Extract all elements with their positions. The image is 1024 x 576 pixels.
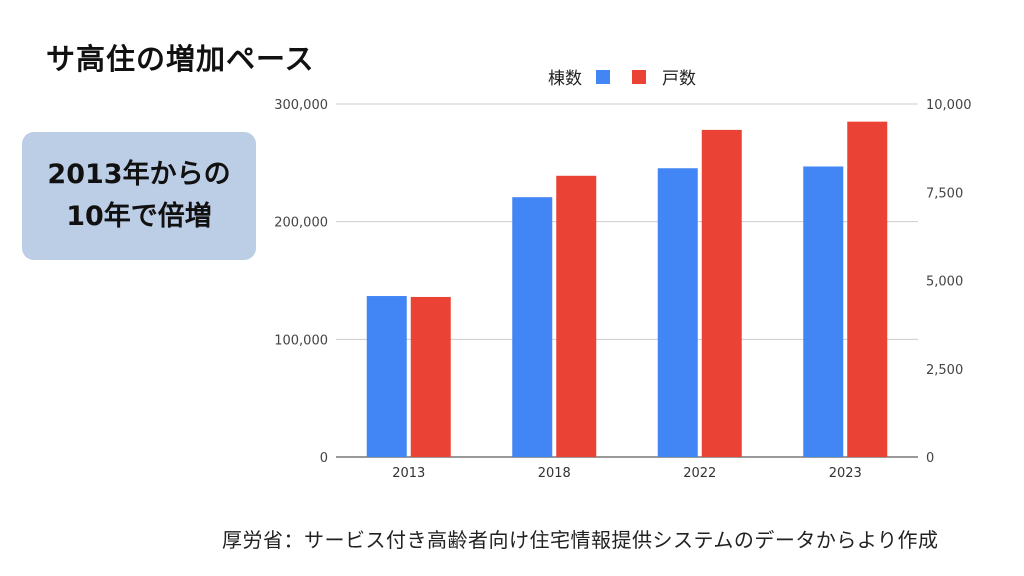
y-left-tick-label: 300,000 xyxy=(274,98,328,113)
bar-buildings-2022 xyxy=(657,168,698,457)
y-right-tick-label: 2,500 xyxy=(926,363,963,378)
legend-label-buildings: 棟数 xyxy=(548,69,582,89)
highlight-callout: 2013年からの 10年で倍増 xyxy=(22,132,256,260)
callout-line-2: 10年で倍増 xyxy=(66,201,212,232)
bar-buildings-2023 xyxy=(803,166,844,457)
y-left-tick-label: 100,000 xyxy=(274,333,328,348)
source-note: 厚労省：サービス付き高齢者向け住宅情報提供システムのデータからより作成 xyxy=(222,528,939,552)
legend-swatch-buildings xyxy=(596,70,610,84)
y-left-tick-label: 200,000 xyxy=(274,216,328,231)
y-right-tick-label: 0 xyxy=(926,451,934,466)
bar-buildings-2013 xyxy=(366,296,407,457)
x-tick-label: 2023 xyxy=(829,466,862,481)
x-tick-label: 2022 xyxy=(683,466,716,481)
y-right-tick-label: 5,000 xyxy=(926,275,963,290)
y-right-tick-label: 10,000 xyxy=(926,98,972,113)
y-left-tick-label: 0 xyxy=(320,451,328,466)
y-right-tick-label: 7,500 xyxy=(926,186,963,201)
bar-buildings-2018 xyxy=(512,197,553,457)
bar-units-2022 xyxy=(701,129,742,458)
legend-label-units: 戸数 xyxy=(662,69,696,89)
bar-units-2018 xyxy=(556,175,597,457)
bar-units-2023 xyxy=(847,121,888,458)
bar-units-2013 xyxy=(410,296,451,457)
x-tick-label: 2013 xyxy=(392,466,425,481)
legend-swatch-units xyxy=(632,70,646,84)
callout-line-1: 2013年からの xyxy=(47,159,231,190)
page-title: サ高住の増加ペース xyxy=(46,42,315,76)
x-tick-label: 2018 xyxy=(538,466,571,481)
